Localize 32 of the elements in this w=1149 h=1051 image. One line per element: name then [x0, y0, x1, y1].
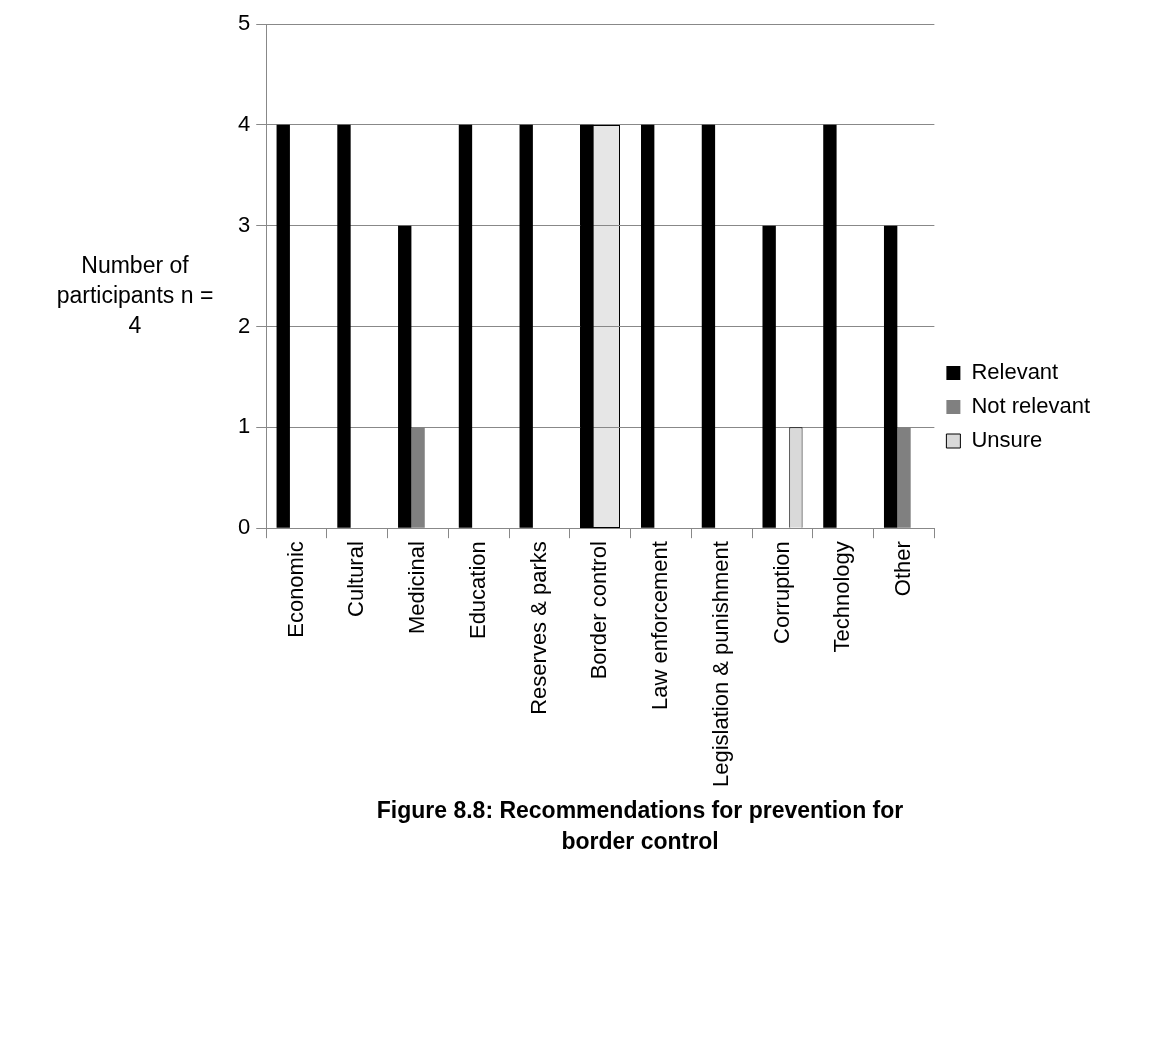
text: Figure 8.8: Recommendations for prevention for border control [375, 796, 905, 856]
x-tick-label: Medicinal [404, 541, 430, 635]
bar [762, 225, 776, 528]
x-tick-label: Cultural [343, 541, 369, 617]
x-tick-label: Corruption [768, 541, 794, 644]
bar [337, 124, 351, 528]
y-tick-label: 0 [237, 514, 251, 540]
bar [883, 225, 898, 528]
y-tick-label: 3 [237, 211, 251, 237]
bar [398, 225, 412, 528]
x-tick-label: Other [890, 541, 916, 597]
x-tick-label: Technology [829, 541, 855, 653]
y-tick-label: 2 [237, 312, 251, 338]
y-tick-label: 1 [237, 413, 251, 439]
y-axis-title: Number of participants n = 4 [55, 251, 215, 340]
x-tick-label: Education [464, 541, 490, 640]
bar [701, 124, 716, 528]
bar [641, 124, 655, 528]
y-tick-label: 4 [237, 110, 251, 136]
x-tick-label: Economic [282, 541, 308, 638]
legend-label: Relevant [971, 359, 1059, 385]
x-tick-label: Law enforcement [647, 541, 673, 710]
bar [276, 124, 290, 528]
x-tick-label: Reserves & parks [525, 541, 551, 715]
legend-label: Unsure [971, 427, 1043, 453]
x-tick-label: Legislation & punishment [707, 541, 733, 787]
bar [823, 124, 837, 528]
y-tick-label: 5 [237, 10, 251, 36]
x-tick-label: Border control [586, 541, 612, 680]
legend-label: Not relevant [971, 393, 1091, 419]
bar [458, 124, 473, 528]
bar [519, 124, 533, 528]
